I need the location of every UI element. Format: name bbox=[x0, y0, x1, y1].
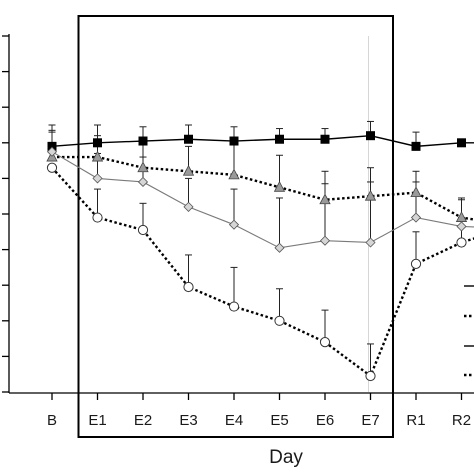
marker-circle bbox=[456, 237, 467, 248]
marker-diamond bbox=[92, 173, 103, 184]
marker-triangle bbox=[455, 211, 468, 222]
marker-square bbox=[93, 138, 102, 148]
marker-square bbox=[275, 134, 284, 144]
marker-square bbox=[366, 131, 375, 141]
series-line-open-circle bbox=[51, 166, 474, 378]
marker-square bbox=[229, 136, 239, 146]
marker-diamond bbox=[46, 146, 58, 157]
marker-square bbox=[138, 136, 148, 146]
x-tick-label: R1 bbox=[406, 412, 425, 429]
marker-triangle bbox=[137, 161, 149, 173]
marker-circle bbox=[46, 162, 58, 173]
error-bars bbox=[48, 120, 465, 376]
marker-diamond bbox=[365, 237, 376, 248]
marker-square bbox=[320, 134, 330, 144]
x-tick-label: E3 bbox=[179, 412, 197, 429]
series-lines bbox=[51, 134, 474, 378]
marker-diamond bbox=[228, 219, 240, 230]
x-tick-label: E7 bbox=[361, 412, 379, 429]
marker-square bbox=[184, 134, 193, 144]
x-tick-label: R2 bbox=[452, 412, 471, 429]
highlight-box bbox=[77, 15, 394, 438]
marker-square bbox=[411, 141, 421, 151]
marker-triangle bbox=[182, 164, 195, 176]
tick-labels: BE1E2E3E4E5E6E7R1R2R3 bbox=[47, 412, 471, 429]
x-tick-label: B bbox=[47, 412, 57, 429]
x-tick-label: E2 bbox=[134, 412, 152, 429]
x-axis-title: Day bbox=[269, 447, 303, 468]
marker-triangle bbox=[364, 189, 377, 201]
marker-diamond bbox=[274, 242, 285, 253]
marker-circle bbox=[365, 370, 376, 382]
marker-circle bbox=[183, 281, 194, 293]
data-markers bbox=[46, 131, 468, 382]
marker-triangle bbox=[91, 150, 104, 162]
marker-triangle bbox=[319, 193, 331, 205]
marker-diamond bbox=[183, 201, 194, 212]
x-tick-label: E4 bbox=[225, 412, 243, 429]
series-line-filled-square bbox=[51, 134, 474, 148]
x-tick-label: E5 bbox=[270, 412, 288, 429]
x-tick-label: E6 bbox=[316, 412, 334, 429]
marker-circle bbox=[319, 337, 331, 348]
marker-diamond bbox=[319, 235, 331, 246]
marker-diamond bbox=[456, 221, 467, 232]
marker-circle bbox=[274, 315, 285, 326]
marker-circle bbox=[137, 224, 149, 236]
marker-square bbox=[47, 141, 57, 151]
series-line-gray-triangle bbox=[52, 155, 474, 221]
marker-square bbox=[457, 138, 466, 148]
marker-circle bbox=[92, 212, 103, 223]
marker-triangle bbox=[410, 186, 422, 198]
marker-diamond bbox=[410, 212, 422, 223]
x-tick-label: E1 bbox=[88, 412, 106, 429]
marker-circle bbox=[410, 258, 422, 269]
series-line-diamond bbox=[51, 151, 474, 249]
marker-triangle bbox=[228, 168, 240, 180]
marker-triangle bbox=[273, 180, 286, 192]
marker-diamond bbox=[137, 176, 149, 188]
marker-circle bbox=[228, 301, 240, 312]
axes bbox=[2, 15, 474, 438]
